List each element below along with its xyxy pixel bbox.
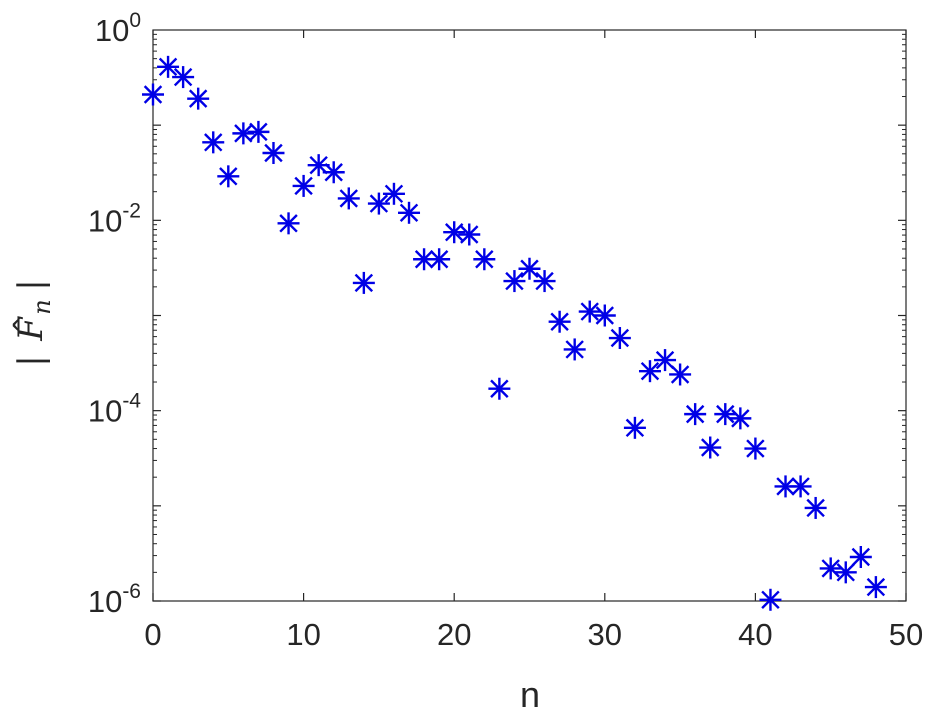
data-point [623,416,646,439]
y-axis-label-bar-left: | [11,355,51,366]
x-axis-label: n [520,674,540,715]
axes-box [152,29,907,602]
data-point [789,475,812,498]
x-tick-label: 0 [144,617,161,652]
data-point [382,182,405,205]
data-point [458,223,481,246]
y-axis-ticks: 100 10-2 10-4 10-6 [88,9,906,619]
data-point [428,248,451,271]
data-point [488,377,511,400]
data-point [172,66,195,89]
data-point [563,338,586,361]
x-tick-label: 40 [738,617,772,652]
x-tick-label: 50 [889,617,923,652]
data-point [819,557,842,580]
data-point [729,407,752,430]
data-point [142,83,164,106]
data-point [638,360,661,383]
y-tick-label: 10-6 [88,580,141,619]
data-point [864,576,887,599]
data-point [413,248,436,271]
x-tick-label: 20 [437,617,471,652]
data-point [684,403,707,426]
data-point [593,304,616,327]
data-point [759,588,782,611]
data-point [367,192,390,215]
data-point [337,187,360,210]
data-point [398,201,421,224]
data-point [157,55,180,78]
data-point [744,437,767,460]
y-axis-label-hat: ^ [9,314,39,336]
data-point [277,212,300,235]
y-tick-label: 10-4 [88,390,141,429]
x-tick-label: 10 [286,617,320,652]
data-point [352,271,375,294]
data-point [187,87,210,110]
data-point [503,270,526,293]
y-axis-label-bar-right: | [11,279,51,290]
data-point [217,165,240,188]
plot-area [152,29,907,602]
data-point [669,363,692,386]
data-point [473,248,496,271]
data-point [608,327,631,350]
y-tick-label: 10-2 [88,199,141,238]
data-point [654,349,677,372]
data-series [142,55,887,611]
data-point [548,310,571,333]
data-point [714,403,737,426]
data-point [849,545,872,568]
x-tick-label: 30 [588,617,622,652]
data-point [518,257,541,280]
data-point [262,141,285,164]
data-point [202,131,225,154]
y-axis-label: | F ^ n | [9,279,56,366]
y-axis-label-symbol: F [11,316,51,342]
data-point [247,120,270,143]
data-point [699,436,722,459]
x-axis-ticks: 0 10 20 30 40 50 [144,30,923,652]
y-tick-label: 100 [95,9,141,48]
data-point [443,221,466,244]
data-point [232,122,255,145]
data-point [804,496,827,519]
y-axis-label-subscript: n [28,299,56,314]
data-point [322,161,345,184]
data-point [834,561,857,584]
data-point [292,174,315,197]
data-point [578,300,601,323]
data-point [533,270,556,293]
